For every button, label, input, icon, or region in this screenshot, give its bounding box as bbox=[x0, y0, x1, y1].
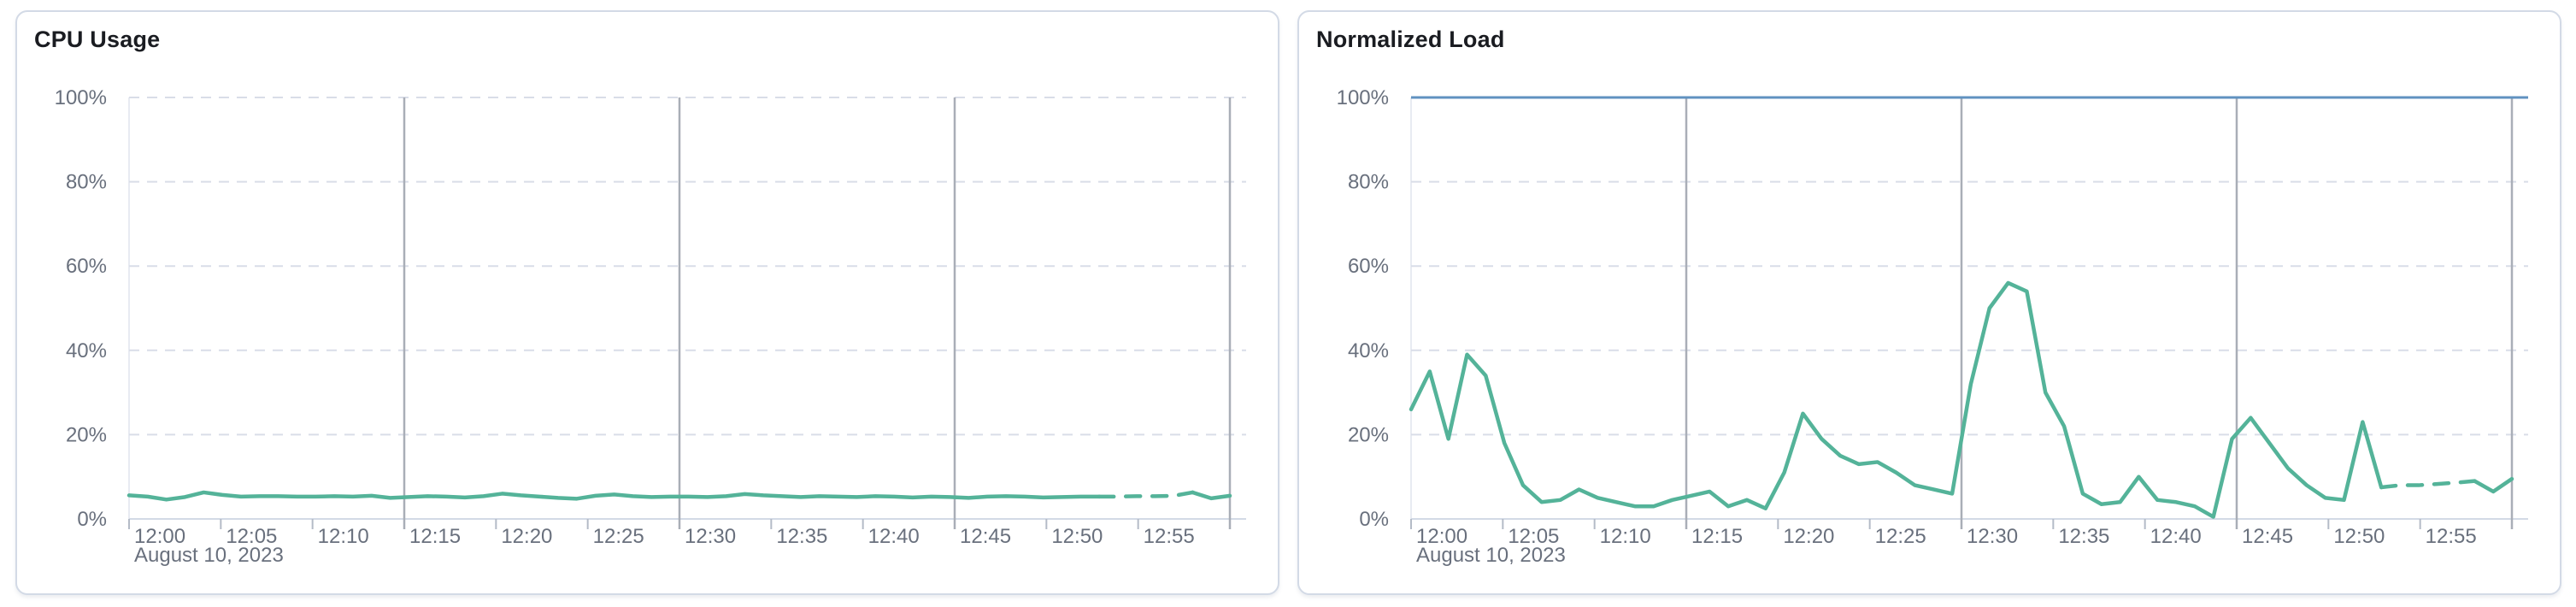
y-axis-tick-label: 40% bbox=[1348, 339, 1389, 362]
y-axis-tick-label: 100% bbox=[1337, 86, 1389, 109]
x-axis-tick-label: 12:35 bbox=[776, 525, 827, 548]
panel-title-normalized-load: Normalized Load bbox=[1316, 27, 1505, 52]
x-axis-tick-label: 12:15 bbox=[409, 525, 461, 548]
x-axis-tick-label: 12:50 bbox=[2333, 525, 2385, 548]
x-axis-tick-label: 12:55 bbox=[1144, 525, 1195, 548]
cpu-usage-panel: CPU Usage 0% 20% 40% 60% 80% 100% 12:00 12:05 12… bbox=[15, 10, 1279, 595]
y-axis-tick-label: 40% bbox=[66, 339, 107, 362]
cpu-usage-chart[interactable]: 0% 20% 40% 60% 80% 100% 12:00 12:05 12:10 12:15 12… bbox=[17, 12, 1278, 593]
x-axis-tick-label: 12:10 bbox=[318, 525, 369, 548]
x-axis-tick-label: 12:30 bbox=[1967, 525, 2018, 548]
x-axis-tick-label: 12:25 bbox=[1875, 525, 1926, 548]
x-axis-tick-label: 12:30 bbox=[685, 525, 736, 548]
data-line-series bbox=[2379, 479, 2477, 490]
y-axis-tick-label: 60% bbox=[1348, 255, 1389, 278]
y-axis-tick-label: 0% bbox=[77, 508, 107, 531]
y-axis-tick-label: 0% bbox=[1359, 508, 1389, 531]
y-axis-tick-label: 80% bbox=[1348, 171, 1389, 194]
x-axis-date-label: August 10, 2023 bbox=[1416, 544, 1566, 567]
x-axis-tick-label: 12:00 bbox=[134, 525, 185, 548]
y-axis-tick-label: 20% bbox=[1348, 423, 1389, 446]
x-axis-tick-label: 12:05 bbox=[1508, 525, 1559, 548]
data-line-series bbox=[2473, 476, 2514, 494]
x-axis-tick-label: 12:45 bbox=[2242, 525, 2293, 548]
y-axis-tick-label: 80% bbox=[66, 171, 107, 194]
data-line-series bbox=[1409, 280, 2384, 519]
x-axis-tick-label: 12:45 bbox=[960, 525, 1011, 548]
y-axis-tick-label: 20% bbox=[66, 423, 107, 446]
y-axis-tick-label: 60% bbox=[66, 255, 107, 278]
x-axis-tick-label: 12:55 bbox=[2426, 525, 2477, 548]
x-axis-tick-label: 12:20 bbox=[501, 525, 552, 548]
data-line-series bbox=[1191, 490, 1232, 501]
x-axis-tick-label: 12:10 bbox=[1600, 525, 1651, 548]
normalized-load-panel: Normalized Load 0% 20% 40% 60% 80% 100% 12:00 1… bbox=[1297, 10, 2561, 595]
x-axis-tick-label: 12:50 bbox=[1051, 525, 1103, 548]
x-axis-date-label: August 10, 2023 bbox=[134, 544, 284, 567]
x-axis-tick-label: 12:40 bbox=[2150, 525, 2202, 548]
x-axis-tick-label: 12:15 bbox=[1691, 525, 1743, 548]
data-line-series bbox=[126, 490, 1102, 502]
x-axis-tick-label: 12:35 bbox=[2058, 525, 2109, 548]
x-axis-tick-label: 12:20 bbox=[1783, 525, 1834, 548]
panel-title-cpu-usage: CPU Usage bbox=[34, 27, 161, 52]
y-axis-tick-label: 100% bbox=[55, 86, 107, 109]
x-axis-tick-label: 12:25 bbox=[593, 525, 644, 548]
x-axis-tick-label: 12:00 bbox=[1416, 525, 1467, 548]
x-axis-tick-label: 12:05 bbox=[226, 525, 277, 548]
data-line-series bbox=[1097, 490, 1195, 499]
normalized-load-chart[interactable]: 0% 20% 40% 60% 80% 100% 12:00 12:05 12:10 12:15 12… bbox=[1299, 12, 2560, 593]
x-axis-tick-label: 12:40 bbox=[868, 525, 920, 548]
